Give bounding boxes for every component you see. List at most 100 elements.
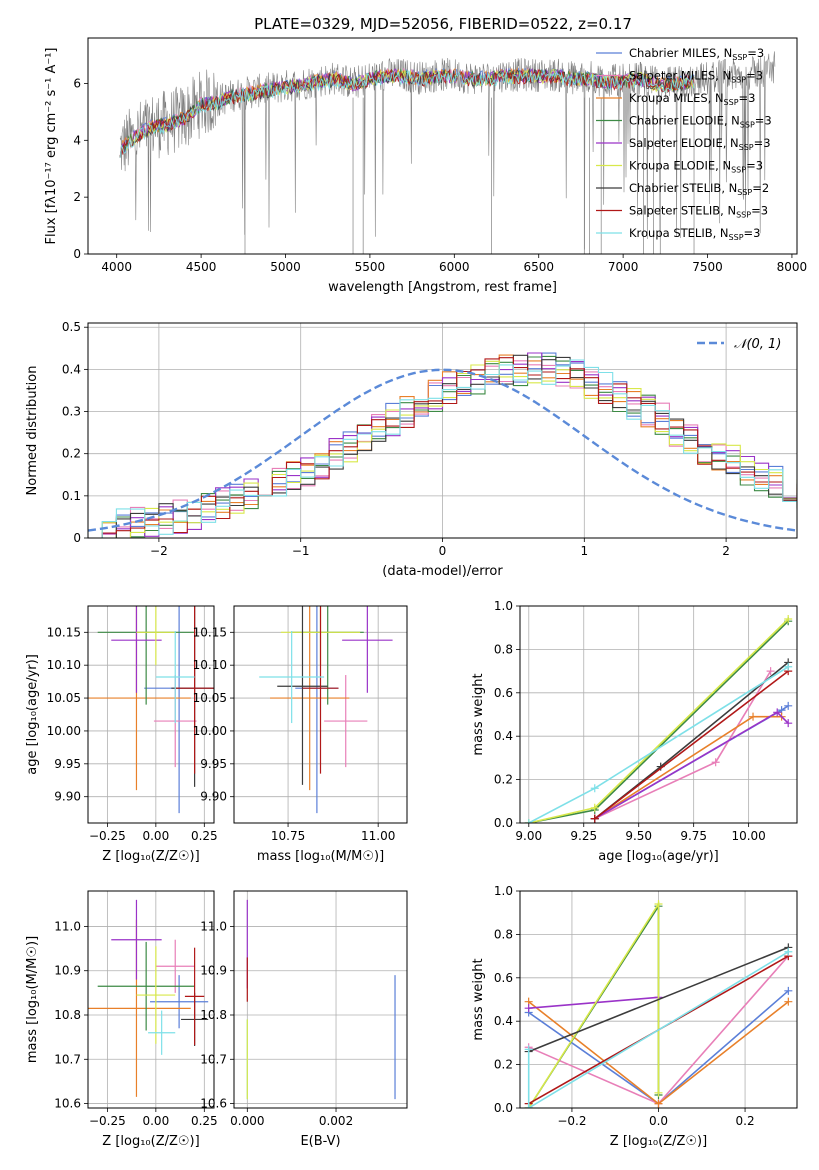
y-tick-label: 0.8 bbox=[494, 927, 513, 941]
plot-area bbox=[88, 606, 214, 823]
panel-age_vs_mass: 10.75 11.00 9.90 9.95 10.00 10.05 10.10 10.15 ma… bbox=[193, 605, 408, 864]
plot-area bbox=[520, 606, 797, 823]
y-tick-label: 9.95 bbox=[200, 757, 227, 771]
mass-weight-marker bbox=[590, 814, 599, 823]
panel-residuals: −2 −1 0 1 2 0 0.1 0.2 0.3 0.4 0.5 (data-model)/erro… bbox=[25, 320, 798, 579]
axes-frame bbox=[87, 322, 798, 539]
histogram-step bbox=[88, 357, 797, 538]
legend-label: Kroupa MILES, NSSP=3 bbox=[629, 91, 755, 107]
y-tick-label: 11.0 bbox=[54, 919, 81, 933]
x-axis-label: Z [log₁₀(Z/Z☉)] bbox=[102, 849, 199, 864]
x-axis-label: (data-model)/error bbox=[382, 564, 503, 579]
x-tick-label: 8000 bbox=[777, 260, 808, 274]
mass-weight-marker bbox=[784, 701, 793, 710]
x-tick-label: 9.75 bbox=[680, 829, 707, 843]
y-tick-label: 4 bbox=[73, 133, 81, 147]
y-tick-label: 1.0 bbox=[494, 599, 513, 613]
y-tick-label: 0.2 bbox=[494, 1058, 513, 1072]
y-tick-label: 9.95 bbox=[54, 757, 81, 771]
x-tick-label: 6000 bbox=[439, 260, 470, 274]
plot-area bbox=[234, 891, 407, 1108]
histogram-step bbox=[88, 354, 797, 538]
axes-frame bbox=[519, 605, 798, 824]
x-tick-label: 0.25 bbox=[191, 1114, 218, 1128]
mass-weight-marker bbox=[590, 803, 599, 812]
x-axis-label: age [log₁₀(age/yr)] bbox=[598, 849, 719, 864]
x-tick-label: 2 bbox=[722, 544, 730, 558]
y-tick-label: 0.5 bbox=[62, 320, 81, 334]
x-tick-label: 7000 bbox=[608, 260, 639, 274]
y-tick-label: 10.9 bbox=[54, 964, 81, 978]
legend-label: Salpeter MILES, NSSP=3 bbox=[629, 69, 763, 85]
histogram-step bbox=[88, 352, 797, 538]
mass-weight-line bbox=[527, 951, 789, 1108]
mass-weight-line bbox=[528, 946, 789, 1053]
y-tick-label: 10.8 bbox=[200, 1008, 227, 1022]
mass-weight-line bbox=[528, 996, 659, 1009]
y-tick-label: 10.10 bbox=[193, 658, 227, 672]
y-tick-label: 0 bbox=[73, 531, 81, 545]
x-tick-label: 5000 bbox=[270, 260, 301, 274]
y-tick-label: 0 bbox=[73, 247, 81, 261]
y-tick-label: 10.15 bbox=[193, 625, 227, 639]
mass-weight-marker bbox=[784, 986, 793, 995]
mass-weight-marker bbox=[749, 712, 758, 721]
plot-area bbox=[234, 606, 407, 823]
x-tick-label: 0.000 bbox=[230, 1114, 264, 1128]
x-tick-label: 6500 bbox=[523, 260, 554, 274]
y-tick-label: 10.00 bbox=[193, 724, 227, 738]
mass-weight-marker bbox=[784, 997, 793, 1006]
y-tick-label: 0.3 bbox=[62, 405, 81, 419]
y-tick-label: 0.6 bbox=[494, 686, 513, 700]
legend-label: Chabrier MILES, NSSP=3 bbox=[629, 46, 764, 62]
figure-title: PLATE=0329, MJD=52056, FIBERID=0522, z=0… bbox=[254, 15, 632, 33]
y-tick-label: 0.0 bbox=[494, 816, 513, 830]
plot-area bbox=[520, 891, 797, 1108]
mass-weight-marker bbox=[784, 719, 793, 728]
y-tick-label: 10.6 bbox=[54, 1097, 81, 1111]
y-tick-label: 10.7 bbox=[54, 1052, 81, 1066]
y-tick-label: 6 bbox=[73, 76, 81, 90]
histogram-step bbox=[88, 359, 797, 538]
y-tick-label: 0.4 bbox=[62, 362, 81, 376]
y-tick-label: 10.7 bbox=[200, 1052, 227, 1066]
y-tick-label: 0.1 bbox=[62, 489, 81, 503]
mass-weight-marker bbox=[654, 1099, 663, 1108]
axes-frame bbox=[87, 37, 798, 255]
x-axis-label: mass [log₁₀(M/M☉)] bbox=[257, 849, 384, 864]
y-tick-label: 11.0 bbox=[200, 919, 227, 933]
legend-label: Chabrier STELIB, NSSP=2 bbox=[629, 181, 769, 197]
mass-weight-marker bbox=[654, 1088, 663, 1097]
axes-frame bbox=[233, 890, 408, 1109]
x-tick-label: 1 bbox=[580, 544, 588, 558]
axes-frame bbox=[87, 605, 215, 824]
x-tick-label: −2 bbox=[150, 544, 168, 558]
histogram-step bbox=[88, 360, 797, 538]
x-tick-label: 7500 bbox=[692, 260, 723, 274]
x-tick-label: −1 bbox=[292, 544, 310, 558]
x-tick-label: 9.25 bbox=[570, 829, 597, 843]
y-axis-label: mass weight bbox=[471, 673, 486, 755]
axes-frame bbox=[519, 890, 798, 1109]
x-axis-label: Z [log₁₀(Z/Z☉)] bbox=[102, 1134, 199, 1149]
y-tick-label: 1.0 bbox=[494, 884, 513, 898]
y-tick-label: 2 bbox=[73, 190, 81, 204]
legend-label: Salpeter STELIB, NSSP=3 bbox=[629, 204, 768, 220]
mass-weight-line bbox=[594, 670, 789, 820]
x-axis-label: E(B-V) bbox=[300, 1134, 340, 1149]
y-tick-label: 10.00 bbox=[47, 724, 81, 738]
legend-label: 𝒩(0, 1) bbox=[734, 337, 781, 352]
panel-mass_vs_Z: −0.25 0.00 0.25 10.6 10.7 10.8 10.9 11.0 Z [log₁… bbox=[25, 890, 218, 1149]
panel-spectrum: 4000 4500 5000 5500 6000 6500 7000 7500 8000 0 2 4 6… bbox=[44, 37, 808, 295]
legend: Chabrier MILES, NSSP=3 Salpeter MILES, NS… bbox=[596, 46, 772, 242]
x-tick-label: 9.50 bbox=[625, 829, 652, 843]
legend-label: Salpeter ELODIE, NSSP=3 bbox=[629, 136, 771, 152]
y-tick-label: 0.4 bbox=[494, 1014, 513, 1028]
plot-area bbox=[88, 891, 214, 1108]
y-tick-label: 10.05 bbox=[193, 691, 227, 705]
y-tick-label: 0.2 bbox=[494, 773, 513, 787]
mass-weight-marker bbox=[773, 708, 782, 717]
x-tick-label: −0.25 bbox=[89, 829, 126, 843]
mass-weight-marker bbox=[711, 758, 720, 767]
